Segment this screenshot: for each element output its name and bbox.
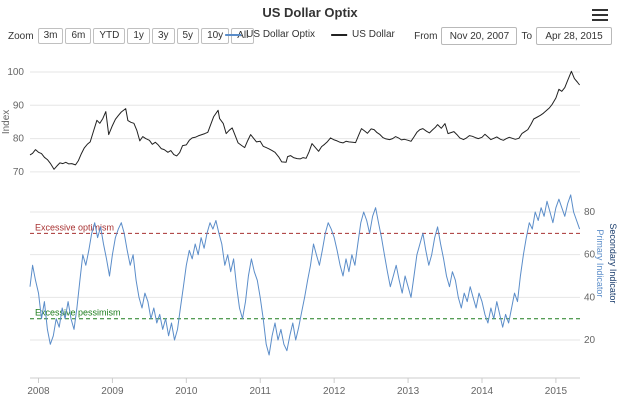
index-axis-label: Index: [1, 110, 12, 134]
y-tick-label: 20: [584, 335, 596, 346]
from-date-input[interactable]: [441, 27, 518, 45]
plot-area[interactable]: [30, 61, 580, 378]
excessive-pessimism-line-label: Excessive pessimism: [35, 308, 121, 318]
zoom-button-3m[interactable]: 3m: [37, 28, 64, 44]
legend-swatch: [225, 33, 242, 36]
y-tick-label: 60: [584, 250, 596, 261]
x-tick-label: 2011: [249, 386, 271, 397]
legend-item-us-dollar[interactable]: US Dollar: [331, 29, 395, 40]
zoom-button-1y[interactable]: 1y: [127, 28, 150, 44]
zoom-button-5y[interactable]: 5y: [176, 28, 200, 44]
chart-canvas[interactable]: 70 80 90 100 Index 20 40 60 80 Excessive optimism…: [0, 46, 620, 401]
hamburger-bar: [592, 14, 608, 16]
zoom-button-ytd[interactable]: YTD: [93, 28, 126, 44]
legend-item-us-dollar-optix[interactable]: US Dollar Optix: [225, 29, 315, 40]
hamburger-menu-icon[interactable]: [592, 9, 608, 21]
zoom-label: Zoom: [8, 30, 34, 42]
legend-label: US Dollar Optix: [246, 29, 316, 40]
chart-title: US Dollar Optix: [262, 5, 358, 20]
to-date-input[interactable]: [536, 27, 612, 45]
primary-indicator-axis-label: Primary Indicator: [595, 229, 605, 297]
x-tick-label: 2009: [101, 386, 124, 397]
date-range: From To: [414, 27, 612, 45]
y-tick-label: 80: [584, 207, 596, 218]
legend-swatch: [331, 33, 348, 36]
y-tick-label: 40: [584, 292, 596, 303]
hamburger-bar: [592, 19, 608, 21]
y-tick-label: 100: [7, 67, 24, 78]
zoom-button-3y[interactable]: 3y: [151, 28, 175, 44]
to-label: To: [521, 30, 532, 42]
hamburger-bar: [592, 9, 608, 11]
legend-label: US Dollar: [352, 29, 395, 40]
y-tick-label: 70: [13, 167, 25, 178]
series-us-dollar-optix: [29, 194, 581, 356]
from-label: From: [414, 30, 438, 42]
y-tick-label: 90: [13, 100, 25, 111]
toolbar: Zoom 3m 6m YTD 1y 3y 5y 10y All US Dollar Optix…: [0, 26, 620, 46]
excessive-optimism-line-label: Excessive optimism: [35, 222, 114, 232]
x-tick-label: 2014: [471, 386, 494, 397]
x-tick-label: 2015: [545, 386, 568, 397]
secondary-indicator-axis-label: Secondary Indicator: [608, 223, 618, 303]
x-tick-label: 2010: [175, 386, 198, 397]
zoom-button-all[interactable]: All: [231, 28, 255, 44]
zoom-buttons: 3m 6m YTD 1y 3y 5y 10y All: [37, 28, 257, 44]
y-tick-label: 80: [13, 134, 25, 145]
x-tick-label: 2008: [27, 386, 50, 397]
x-tick-label: 2012: [323, 386, 346, 397]
zoom-button-group: Zoom 3m 6m YTD 1y 3y 5y 10y All: [8, 28, 256, 44]
legend: US Dollar Optix US Dollar: [217, 29, 403, 40]
x-tick-label: 2013: [397, 386, 420, 397]
series-us-dollar: [29, 70, 580, 170]
zoom-button-10y[interactable]: 10y: [201, 28, 230, 44]
zoom-button-6m[interactable]: 6m: [65, 28, 92, 44]
